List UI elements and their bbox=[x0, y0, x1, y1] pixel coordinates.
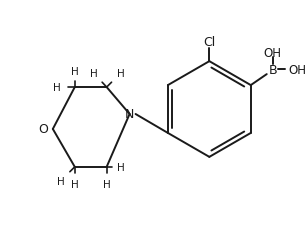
Text: H: H bbox=[103, 179, 111, 189]
Text: B: B bbox=[268, 63, 277, 76]
Text: H: H bbox=[117, 162, 124, 172]
Text: OH: OH bbox=[289, 63, 307, 76]
Text: OH: OH bbox=[264, 47, 282, 59]
Text: H: H bbox=[90, 69, 98, 79]
Text: H: H bbox=[117, 69, 124, 79]
Text: H: H bbox=[57, 176, 65, 186]
Text: Cl: Cl bbox=[203, 36, 216, 49]
Text: H: H bbox=[53, 83, 61, 93]
Text: H: H bbox=[71, 179, 79, 189]
Text: H: H bbox=[71, 67, 79, 77]
Text: O: O bbox=[38, 123, 48, 136]
Text: N: N bbox=[125, 108, 134, 121]
